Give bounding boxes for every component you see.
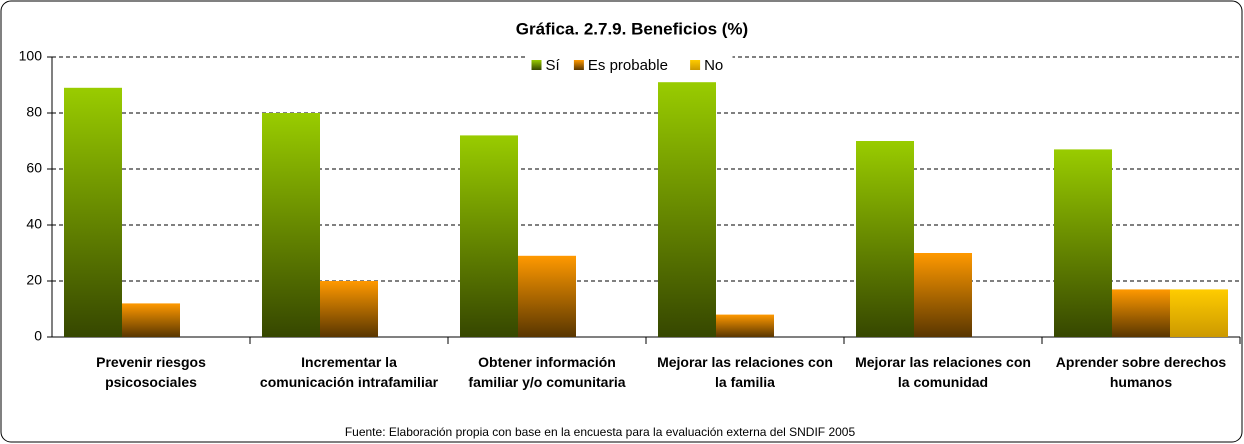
bar: [262, 113, 320, 337]
bar: [460, 135, 518, 337]
x-tick-label: Incrementar la comunicación intrafamilia…: [259, 354, 439, 390]
source-note: Fuente: Elaboración propia con base en l…: [345, 425, 856, 439]
bar: [856, 141, 914, 337]
bar: [320, 281, 378, 337]
legend-swatch: [531, 60, 542, 70]
x-tick-label: Aprender sobre derechos humanos: [1055, 354, 1227, 390]
bar: [64, 87, 122, 337]
legend-label: No: [704, 57, 723, 74]
x-tick-label: Mejorar las relaciones con la familia: [657, 354, 833, 390]
bar: [122, 303, 180, 337]
y-tick-label: 20: [26, 272, 42, 288]
y-tick-label: 60: [26, 160, 42, 176]
y-tick-label: 40: [26, 216, 42, 232]
legend-label: Es probable: [588, 57, 668, 74]
legend-box: [527, 54, 733, 76]
x-tick-label: Prevenir riesgos psicosociales: [96, 354, 206, 390]
y-tick-label: 100: [19, 48, 43, 64]
bar: [914, 253, 972, 337]
x-tick-label: Obtener información familiar y/o comunit…: [468, 354, 626, 390]
bar: [1054, 149, 1112, 337]
y-tick-label: 0: [34, 328, 42, 344]
legend: Sí Es probable No: [527, 54, 733, 76]
bar: [1112, 289, 1170, 337]
y-tick-label: 80: [26, 104, 42, 120]
bar: [658, 82, 716, 337]
legend-label: Sí: [546, 57, 561, 74]
bar: [518, 255, 576, 337]
bar: [1170, 289, 1228, 337]
bar: [716, 314, 774, 337]
legend-swatch: [690, 60, 701, 70]
legend-swatch: [573, 60, 584, 70]
chart-title: Gráfica. 2.7.9. Beneficios (%): [516, 19, 748, 38]
x-tick-label: Mejorar las relaciones con la comunidad: [855, 354, 1031, 390]
